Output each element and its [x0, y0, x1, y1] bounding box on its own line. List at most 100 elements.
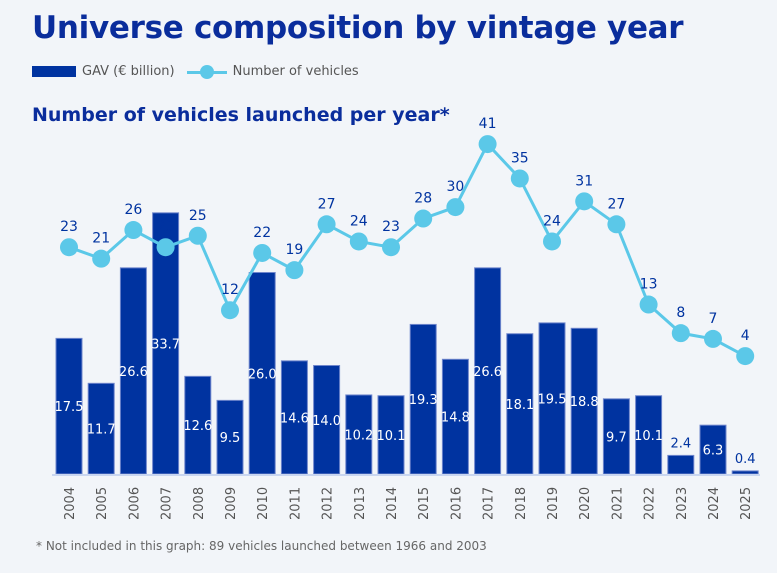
vehicles-label: 30 [446, 179, 464, 195]
vehicles-point [60, 238, 78, 257]
vehicles-point [253, 243, 272, 262]
bar [119, 267, 147, 475]
vehicles-point [92, 249, 111, 268]
vehicles-line [68, 141, 746, 358]
vehicles-point [156, 238, 175, 257]
bar [699, 424, 727, 475]
bar-label: 18.1 [505, 398, 534, 413]
x-tick-label: 2004 [63, 487, 78, 520]
x-tick-label: 2011 [288, 487, 303, 520]
x-tick-label: 2009 [224, 487, 239, 520]
bar [55, 337, 83, 475]
x-tick-label: 2008 [192, 487, 207, 520]
bar [184, 375, 212, 475]
x-tick-label: 2010 [256, 487, 271, 520]
bar-label: 14.6 [280, 411, 309, 426]
x-tick-label: 2017 [482, 487, 497, 520]
vehicles-label: 22 [253, 225, 271, 241]
vehicles-label: 24 [350, 213, 368, 229]
vehicles-label: 7 [709, 311, 718, 327]
bar [409, 323, 437, 475]
vehicles-label: 23 [382, 219, 400, 235]
bar [441, 358, 469, 475]
bar-label: 12.6 [183, 419, 212, 434]
vehicles-point [382, 238, 400, 257]
vehicles-label: 26 [124, 202, 142, 218]
bar-label: 19.5 [538, 392, 567, 407]
vehicles-point [543, 232, 561, 251]
legend-line-label: Number of vehicles [232, 64, 359, 79]
legend-line-swatch [186, 64, 227, 79]
legend-bar-label: GAV (€ billion) [82, 64, 175, 79]
vehicles-label: 13 [640, 277, 658, 293]
x-tick-label: 2024 [707, 487, 722, 520]
x-tick-label: 2023 [675, 487, 690, 520]
x-tick-label: 2025 [739, 487, 754, 520]
vehicles-point [285, 261, 304, 280]
bar-label: 2.4 [670, 436, 691, 451]
x-tick-label: 2018 [514, 487, 529, 520]
vehicles-label: 19 [285, 242, 303, 258]
bar-label: 0.4 [735, 452, 756, 467]
vehicles-point [510, 169, 529, 188]
bar-label: 14.8 [441, 411, 470, 426]
vehicles-point [317, 215, 336, 234]
bar-label: 10.1 [634, 429, 663, 444]
bar [216, 399, 244, 475]
bar [313, 365, 341, 475]
bar-label: 9.5 [220, 431, 241, 446]
bar-label: 26.6 [473, 365, 502, 380]
bar-label: 33.7 [151, 337, 180, 352]
vehicles-point [188, 226, 207, 245]
vehicles-point [446, 198, 465, 217]
vehicles-label: 21 [92, 231, 110, 247]
vehicles-label: 23 [157, 219, 175, 235]
bar-label: 17.5 [55, 400, 84, 415]
vehicles-point [349, 232, 368, 251]
vehicles-point [607, 215, 626, 234]
vehicles-label: 28 [414, 191, 432, 207]
x-tick-label: 2016 [449, 487, 464, 520]
vehicles-point [575, 192, 594, 211]
x-tick-label: 2021 [610, 487, 625, 520]
vehicles-point [736, 347, 755, 366]
x-tick-label: 2019 [546, 487, 561, 520]
bar-label: 10.2 [344, 428, 373, 443]
vehicles-point [704, 329, 722, 348]
vehicles-point [124, 221, 143, 240]
bar [152, 212, 180, 475]
vehicles-point [414, 209, 433, 228]
vehicles-point [221, 301, 239, 320]
chart-subtitle: Number of vehicles launched per year* [32, 104, 450, 126]
vehicles-label: 4 [741, 328, 750, 344]
vehicles-label: 31 [575, 173, 593, 189]
x-tick-label: 2020 [578, 487, 593, 520]
vehicles-label: 8 [676, 305, 685, 321]
vehicles-label: 27 [607, 196, 625, 212]
footnote: * Not included in this graph: 89 vehicle… [36, 539, 487, 553]
x-tick-label: 2015 [417, 487, 432, 520]
bar-label: 26.6 [119, 365, 148, 380]
x-tick-label: 2005 [95, 487, 110, 520]
bar-label: 6.3 [703, 444, 724, 459]
x-tick-label: 2012 [321, 487, 336, 520]
vehicles-label: 12 [221, 282, 239, 298]
vehicles-label: 41 [479, 116, 497, 132]
vehicles-label: 23 [60, 219, 78, 235]
bar [506, 333, 534, 475]
x-tick-label: 2013 [353, 487, 368, 520]
vehicles-point [671, 324, 690, 343]
bar [731, 470, 759, 475]
legend: GAV (€ billion) Number of vehicles [32, 64, 359, 79]
vehicles-label: 27 [318, 196, 336, 212]
bar [667, 454, 695, 475]
x-tick-label: 2014 [385, 487, 400, 520]
vehicles-label: 24 [543, 213, 561, 229]
vehicles-point [478, 135, 497, 154]
bar [538, 322, 566, 475]
bar-label: 26.0 [248, 367, 277, 382]
x-tick-label: 2022 [643, 487, 658, 520]
vehicles-label: 25 [189, 208, 207, 224]
x-tick-label: 2006 [127, 487, 142, 520]
bar [602, 398, 630, 475]
